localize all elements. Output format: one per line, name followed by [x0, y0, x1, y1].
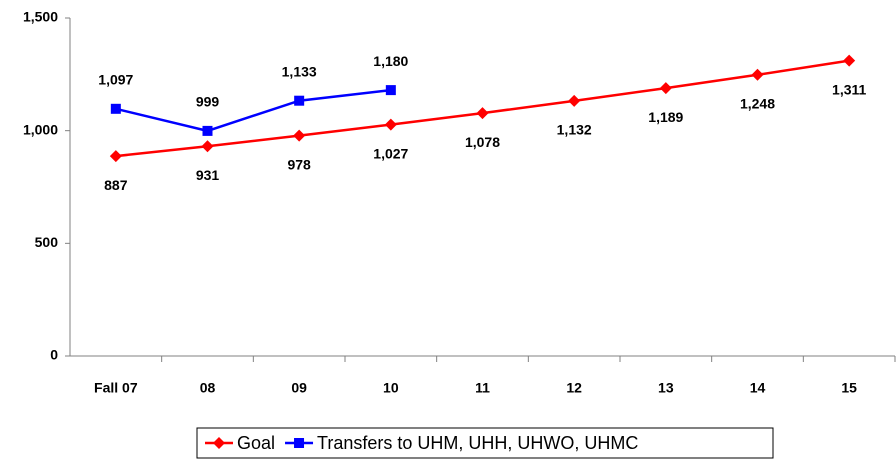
y-tick-label: 500 — [35, 234, 59, 250]
data-label: 1,180 — [373, 53, 408, 69]
y-tick-label: 1,000 — [23, 121, 58, 137]
data-label: 1,248 — [740, 95, 775, 111]
x-tick-label: 09 — [291, 380, 307, 396]
data-point — [293, 129, 306, 142]
data-point — [201, 140, 214, 153]
legend-marker — [213, 437, 225, 449]
x-tick-label: 10 — [383, 380, 399, 396]
data-label: 931 — [196, 167, 220, 183]
x-tick-label: 08 — [200, 380, 216, 396]
y-tick-label: 1,500 — [23, 9, 58, 25]
legend-label: Goal — [237, 433, 275, 453]
data-label: 1,133 — [282, 63, 317, 79]
data-point — [384, 118, 397, 131]
x-tick-label: 12 — [566, 380, 582, 396]
data-point — [109, 150, 122, 163]
data-point — [751, 68, 764, 81]
data-point — [476, 107, 489, 120]
data-point — [294, 95, 305, 106]
data-label: 999 — [196, 94, 220, 110]
data-label: 978 — [287, 156, 311, 172]
x-tick-label: 15 — [841, 380, 857, 396]
y-tick-label: 0 — [50, 347, 58, 363]
data-point — [202, 125, 213, 136]
data-label: 1,027 — [373, 145, 408, 161]
data-label: 1,311 — [832, 81, 866, 97]
x-tick-label: 14 — [750, 380, 766, 396]
x-tick-label: Fall 07 — [94, 380, 138, 396]
data-label: 1,189 — [648, 109, 683, 125]
legend: Goal Transfers to UHM, UHH, UHWO, UHMC — [196, 427, 774, 459]
data-point — [110, 103, 121, 114]
data-label: 887 — [104, 177, 128, 193]
legend-label: Transfers to UHM, UHH, UHWO, UHMC — [317, 433, 638, 453]
data-label: 1,097 — [98, 72, 133, 88]
x-tick-label: 11 — [475, 380, 490, 396]
data-point — [568, 94, 581, 107]
x-tick-label: 13 — [658, 380, 674, 396]
data-point — [843, 54, 856, 67]
data-label: 1,078 — [465, 134, 500, 150]
data-point — [385, 85, 396, 96]
data-label: 1,132 — [557, 122, 592, 138]
data-point — [659, 82, 672, 95]
series-line — [115, 88, 391, 133]
legend-marker — [294, 438, 305, 448]
